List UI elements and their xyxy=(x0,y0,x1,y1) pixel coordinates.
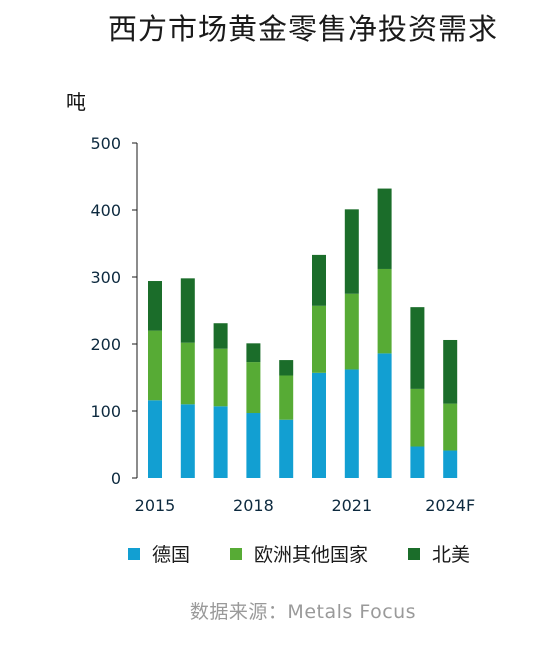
bar-segment xyxy=(213,323,228,349)
bar-segment xyxy=(148,400,162,478)
legend-item-other-europe: 欧洲其他国家 xyxy=(230,540,368,567)
bar-segment xyxy=(180,404,195,478)
bar-segment xyxy=(148,330,162,401)
bar-segment xyxy=(443,450,458,478)
bar-segment xyxy=(377,353,392,478)
bar-segment xyxy=(344,369,359,478)
y-axis-unit-label: 吨 xyxy=(66,90,86,114)
bar-segment xyxy=(443,403,458,451)
x-tick-label: 2015 xyxy=(135,496,176,515)
y-tick-label: 100 xyxy=(90,402,121,421)
bar-segment xyxy=(279,375,294,420)
legend-item-germany: 德国 xyxy=(128,540,190,567)
legend-label-germany: 德国 xyxy=(152,544,191,566)
y-tick-label: 0 xyxy=(111,469,121,488)
x-tick-label: 2018 xyxy=(233,496,274,515)
source-note: 数据来源：Metals Focus xyxy=(189,601,417,623)
bar-segment xyxy=(410,388,425,447)
bar-segment xyxy=(180,278,195,343)
bar-segment xyxy=(279,360,294,376)
bar-segment xyxy=(246,413,261,478)
legend-swatch-germany xyxy=(128,547,140,560)
bar-segment xyxy=(246,362,261,414)
bar-segment xyxy=(377,268,392,354)
legend-swatch-north-america xyxy=(408,547,421,560)
x-tick-label: 2024F xyxy=(425,496,475,515)
chart-legend: 德国 欧洲其他国家 北美 xyxy=(128,540,470,567)
chart-title: 西方市场黄金零售净投资需求 xyxy=(107,12,498,46)
y-tick-label: 500 xyxy=(90,134,121,153)
bar-segment xyxy=(377,188,392,269)
bar-segment xyxy=(443,339,458,404)
y-tick-label: 200 xyxy=(90,335,121,354)
legend-item-north-america: 北美 xyxy=(408,540,470,567)
x-tick-label: 2021 xyxy=(331,496,372,515)
bar-segment xyxy=(312,372,326,478)
y-tick-label: 400 xyxy=(90,201,121,220)
chart-plot: 0 100 200 300 400 500 2015 2018 2021 2024F xyxy=(90,134,475,515)
bar-segment xyxy=(312,305,326,373)
bar-segment xyxy=(312,254,326,306)
bar-segment xyxy=(180,342,195,405)
legend-label-north-america: 北美 xyxy=(432,544,471,566)
bar-segment xyxy=(344,293,359,370)
bar-segment xyxy=(410,446,425,478)
bar-segment xyxy=(148,281,162,331)
y-tick-label: 300 xyxy=(90,268,121,287)
bar-segment xyxy=(279,419,294,478)
legend-swatch-other-europe xyxy=(230,547,243,560)
bar-segment xyxy=(410,307,425,389)
bar-segment xyxy=(213,406,228,478)
bar-segment xyxy=(213,348,228,407)
bar-segment xyxy=(344,209,359,294)
bar-segment xyxy=(246,343,261,363)
legend-label-other-europe: 欧洲其他国家 xyxy=(254,544,369,566)
